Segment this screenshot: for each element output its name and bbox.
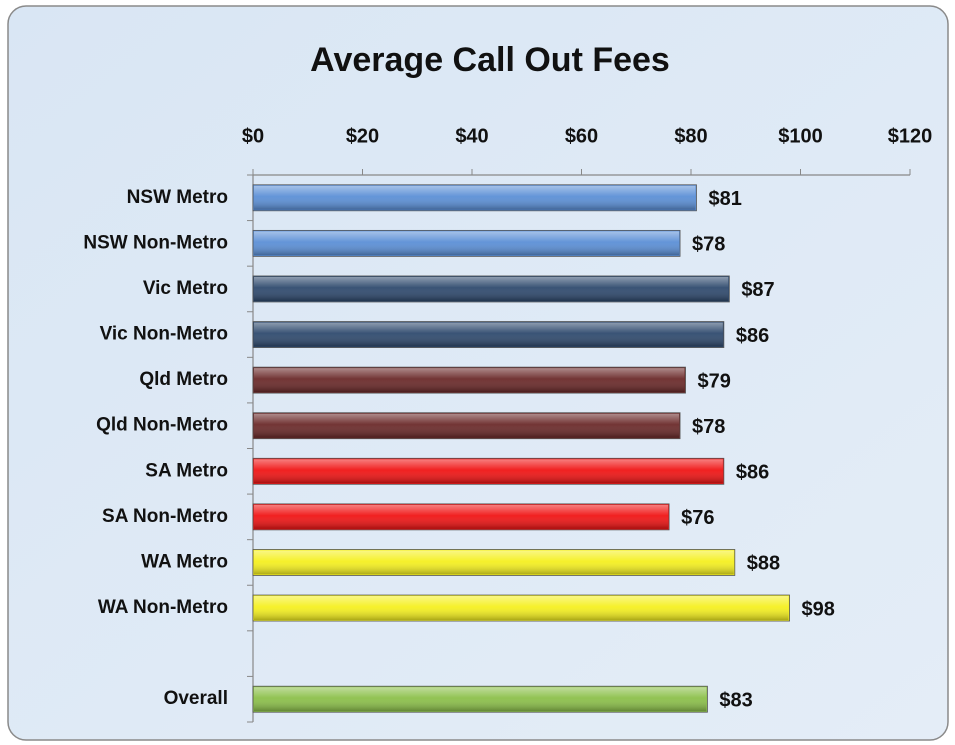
value-label: $98	[802, 598, 835, 620]
value-label: $86	[736, 325, 769, 347]
bar-shine	[254, 368, 685, 393]
y-tick-label: SA Metro	[145, 460, 228, 481]
x-tick-label: $20	[346, 125, 379, 147]
x-tick-label: $100	[778, 125, 823, 147]
bar-shine	[254, 413, 680, 438]
bar-shine	[254, 504, 669, 529]
y-tick-label: NSW Non-Metro	[83, 232, 228, 253]
y-tick-label: Qld Metro	[139, 369, 228, 390]
bar-shine	[254, 459, 723, 484]
y-tick-label: WA Metro	[141, 551, 228, 572]
value-label: $81	[708, 188, 741, 210]
value-label: $78	[692, 234, 725, 256]
x-tick-label: $80	[674, 125, 707, 147]
y-tick-label: Vic Non-Metro	[100, 324, 228, 345]
y-tick-label: Vic Metro	[143, 278, 228, 299]
value-label: $88	[747, 553, 780, 575]
value-label: $76	[681, 507, 714, 529]
value-label: $79	[698, 370, 731, 392]
bar-shine	[254, 687, 707, 712]
bar-shine	[254, 596, 789, 621]
x-tick-label: $0	[242, 125, 264, 147]
bar-shine	[254, 322, 723, 347]
y-tick-label: SA Non-Metro	[102, 506, 228, 527]
bar-shine	[254, 276, 729, 301]
x-tick-label: $40	[455, 125, 488, 147]
x-tick-label: $60	[565, 125, 598, 147]
value-label: $86	[736, 462, 769, 484]
value-label: $78	[692, 416, 725, 438]
x-tick-label: $120	[888, 125, 933, 147]
bar-shine	[254, 550, 734, 575]
y-tick-label: Qld Non-Metro	[96, 415, 228, 436]
y-tick-label: WA Non-Metro	[98, 597, 228, 618]
y-tick-label: NSW Metro	[127, 187, 228, 208]
chart-title: Average Call Out Fees	[310, 41, 670, 79]
bar-shine	[254, 185, 696, 210]
bar-shine	[254, 231, 680, 256]
value-label: $87	[741, 279, 774, 301]
y-tick-label: Overall	[164, 688, 228, 709]
value-label: $83	[719, 689, 752, 711]
